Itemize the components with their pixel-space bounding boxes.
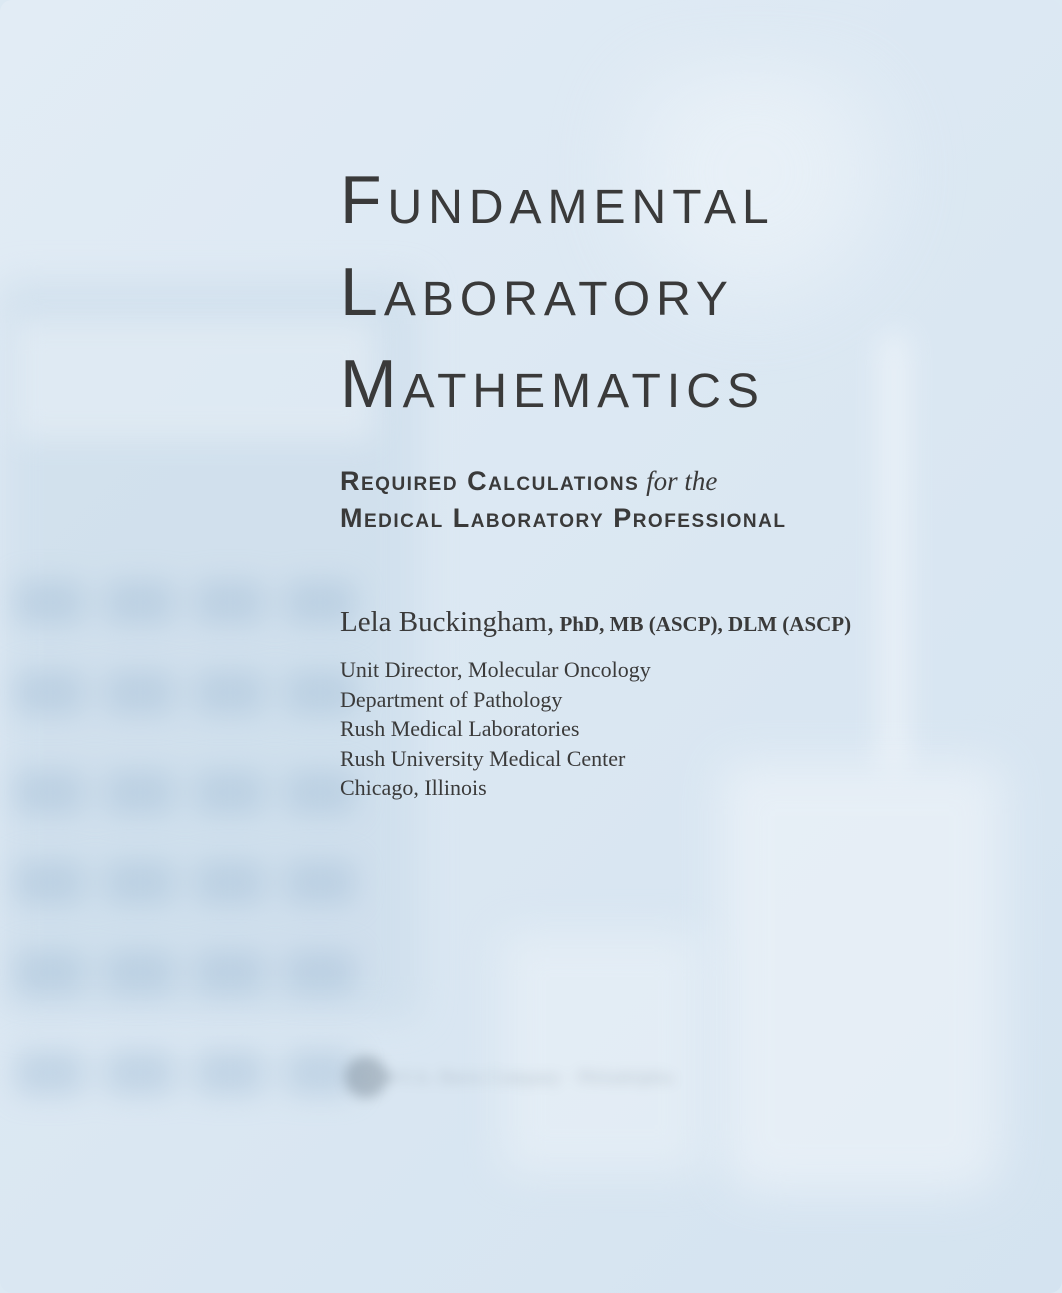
content-block: Fundamental Laboratory Mathematics Requi… — [340, 155, 980, 803]
author-credentials: PhD, MB (ASCP), DLM (ASCP) — [554, 612, 851, 636]
subtitle-bold-text: Required Calculations — [340, 466, 639, 496]
affiliation-line: Department of Pathology — [340, 685, 980, 714]
affiliation-line: Unit Director, Molecular Oncology — [340, 655, 980, 684]
bg-flask-small — [502, 933, 702, 1173]
book-title: Fundamental Laboratory Mathematics — [340, 155, 980, 430]
subtitle-line-1: Required Calculations for the — [340, 466, 980, 497]
title-line-3: Mathematics — [340, 339, 980, 431]
affiliation-line: Rush Medical Laboratories — [340, 714, 980, 743]
author-line: Lela Buckingham, PhD, MB (ASCP), DLM (AS… — [340, 606, 980, 639]
bg-calc-row — [15, 1050, 395, 1108]
subtitle-line-2: Medical Laboratory Professional — [340, 503, 980, 534]
bg-calc-row — [15, 770, 395, 828]
bg-calc-row — [15, 580, 395, 638]
subtitle-italic-text: for the — [639, 466, 717, 496]
title-line-2: Laboratory — [340, 247, 980, 339]
author-block: Lela Buckingham, PhD, MB (ASCP), DLM (AS… — [340, 606, 980, 802]
bg-calc-row — [15, 860, 395, 918]
bg-flask — [722, 763, 1002, 1193]
author-name: Lela Buckingham, — [340, 606, 554, 638]
publisher-text: F.A. Davis Company · Philadelphia — [401, 1067, 674, 1088]
affiliation-line: Rush University Medical Center — [340, 744, 980, 773]
subtitle-block: Required Calculations for the Medical La… — [340, 466, 980, 534]
publisher-mark: F.A. Davis Company · Philadelphia — [345, 1056, 674, 1098]
publisher-logo-icon — [345, 1056, 387, 1098]
author-affiliation: Unit Director, Molecular Oncology Depart… — [340, 655, 980, 802]
bg-calc-row — [15, 670, 395, 728]
title-page: Fundamental Laboratory Mathematics Requi… — [0, 0, 1062, 1293]
affiliation-line: Chicago, Illinois — [340, 773, 980, 802]
title-line-1: Fundamental — [340, 155, 980, 247]
bg-calc-row — [15, 950, 395, 1008]
bg-calc-display — [15, 320, 375, 440]
